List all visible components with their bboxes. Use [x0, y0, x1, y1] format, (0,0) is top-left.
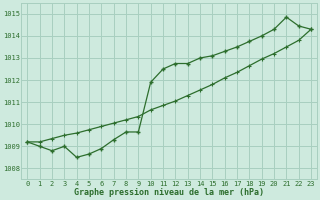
X-axis label: Graphe pression niveau de la mer (hPa): Graphe pression niveau de la mer (hPa) — [74, 188, 264, 197]
